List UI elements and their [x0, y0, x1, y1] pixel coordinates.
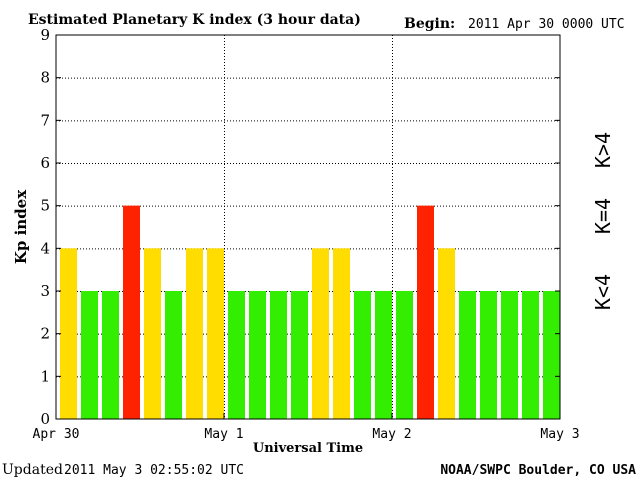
kp-bar [102, 291, 119, 419]
kp-bar [228, 291, 245, 419]
legend-low: K<4 [591, 274, 615, 310]
kp-bar [291, 291, 308, 419]
updated-label: Updated [2, 462, 63, 478]
y-tick-label: 9 [40, 26, 50, 44]
updated-value: 2011 May 3 02:55:02 UTC [64, 463, 244, 478]
kp-bar [543, 291, 560, 419]
y-tick-label: 8 [40, 69, 50, 87]
kp-bar [207, 248, 224, 419]
y-tick-label: 7 [40, 111, 50, 129]
kp-bar [249, 291, 266, 419]
y-tick-label: 0 [40, 410, 50, 428]
kp-bar [396, 291, 413, 419]
kp-bar [81, 291, 98, 419]
kp-bar [123, 205, 140, 419]
x-tick-label: May 1 [204, 427, 243, 442]
y-tick-label: 5 [40, 197, 50, 215]
x-tick-label: May 2 [372, 427, 411, 442]
kp-bar [354, 291, 371, 419]
chart-title: Estimated Planetary K index (3 hour data… [28, 12, 361, 28]
kp-bar [522, 291, 539, 419]
kp-bar [165, 291, 182, 419]
kp-bar [186, 248, 203, 419]
kp-bar [501, 291, 518, 419]
kp-bar [417, 205, 434, 419]
kp-bar [144, 248, 161, 419]
axis-ticks: 0 1 2 3 4 5 6 7 8 9 Apr 30 May 1 May 2 May 3 [33, 26, 580, 442]
bars [60, 205, 560, 419]
y-axis-title: Kp index [12, 189, 30, 264]
source-credit: NOAA/SWPC Boulder, CO USA [440, 463, 636, 478]
kp-bar [375, 291, 392, 419]
x-tick-label: May 3 [540, 427, 579, 442]
kp-bar [312, 248, 329, 419]
legend-high: K>4 [591, 132, 615, 168]
y-tick-label: 1 [40, 367, 50, 385]
y-tick-label: 6 [40, 154, 50, 172]
kp-bar [333, 248, 350, 419]
kp-bar [60, 248, 77, 419]
y-tick-label: 3 [40, 282, 50, 300]
kp-bar [480, 291, 497, 419]
legend-equal: K=4 [591, 198, 615, 234]
kp-bar [459, 291, 476, 419]
y-tick-label: 2 [40, 325, 50, 343]
y-tick-label: 4 [40, 239, 50, 257]
plot-frame [55, 34, 561, 420]
x-axis-title: Universal Time [253, 441, 363, 456]
kp-bar [270, 291, 287, 419]
kp-bar [438, 248, 455, 419]
x-tick-label: Apr 30 [33, 427, 80, 442]
begin-value: 2011 Apr 30 0000 UTC [468, 17, 625, 32]
begin-label: Begin: [404, 16, 455, 32]
